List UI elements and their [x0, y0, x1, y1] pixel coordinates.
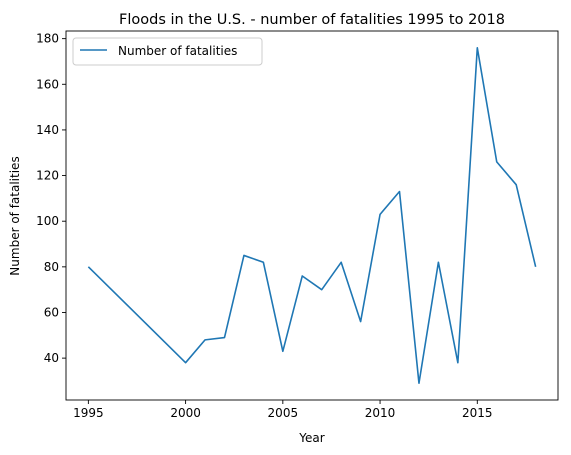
x-axis-label: Year	[298, 431, 324, 445]
legend-label: Number of fatalities	[118, 44, 237, 58]
y-axis-label: Number of fatalities	[8, 156, 22, 275]
series-line	[87, 46, 537, 385]
legend: Number of fatalities	[72, 37, 263, 66]
y-tick-label: 180	[36, 32, 59, 46]
y-tick-label: 100	[36, 214, 59, 228]
legend-box	[72, 37, 263, 66]
x-tick-label: 2015	[462, 406, 493, 420]
y-tick-label: 60	[44, 305, 59, 319]
y-tick-label: 40	[44, 351, 59, 365]
y-tick-label: 140	[36, 123, 59, 137]
x-tick-label: 2000	[170, 406, 201, 420]
x-tick-label: 1995	[73, 406, 104, 420]
plot-frame	[65, 30, 559, 401]
x-tick-label: 2005	[268, 406, 299, 420]
chart-title: Floods in the U.S. - number of fatalitie…	[119, 12, 505, 28]
y-tick-label: 80	[44, 260, 59, 274]
x-tick-label: 2010	[365, 406, 396, 420]
ticks-layer: 1995 2000 2005 2010 2015 40 60 80 100 120 140 160 18…	[36, 32, 492, 420]
y-tick-label: 120	[36, 169, 59, 183]
y-tick-label: 160	[36, 77, 59, 91]
